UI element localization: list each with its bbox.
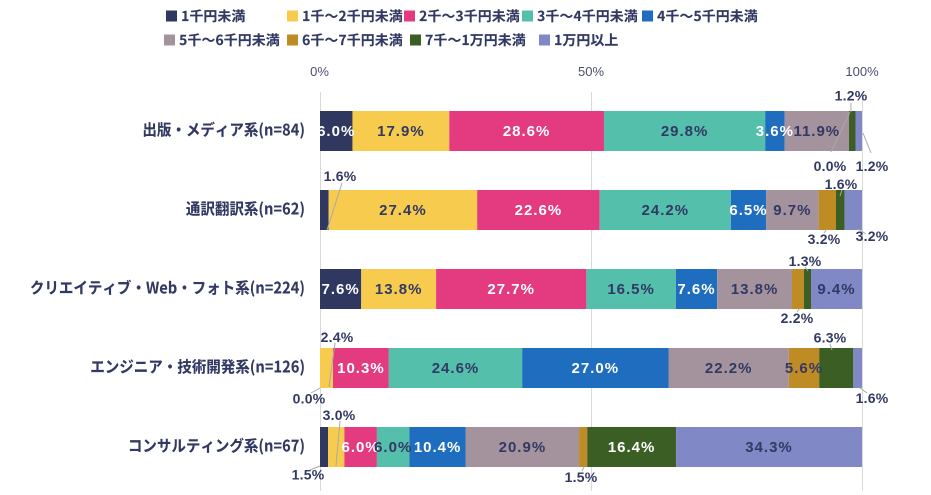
svg-text:2.4%: 2.4% <box>321 329 354 345</box>
svg-text:1.6%: 1.6% <box>856 390 889 406</box>
svg-text:28.6%: 28.6% <box>503 123 551 140</box>
svg-text:7.6%: 7.6% <box>677 281 715 298</box>
svg-text:16.5%: 16.5% <box>607 281 655 298</box>
svg-text:1.5%: 1.5% <box>565 469 598 485</box>
svg-text:1.6%: 1.6% <box>825 176 858 192</box>
svg-text:0.0%: 0.0% <box>814 158 847 174</box>
svg-text:3.2%: 3.2% <box>856 228 889 244</box>
svg-text:100%: 100% <box>845 64 879 79</box>
svg-text:10.3%: 10.3% <box>337 360 385 377</box>
svg-text:1.6%: 1.6% <box>324 168 357 184</box>
svg-text:24.6%: 24.6% <box>432 360 480 377</box>
svg-text:1.5%: 1.5% <box>292 467 325 483</box>
svg-text:0.0%: 0.0% <box>293 391 326 407</box>
svg-text:13.8%: 13.8% <box>731 281 779 298</box>
svg-text:9.7%: 9.7% <box>773 202 811 219</box>
svg-text:29.8%: 29.8% <box>661 123 709 140</box>
svg-text:50%: 50% <box>578 64 604 79</box>
svg-text:3.2%: 3.2% <box>808 231 841 247</box>
svg-text:6.5%: 6.5% <box>729 202 767 219</box>
svg-text:17.9%: 17.9% <box>377 123 425 140</box>
svg-text:6.0%: 6.0% <box>317 123 355 140</box>
svg-text:20.9%: 20.9% <box>499 439 547 456</box>
svg-text:5.6%: 5.6% <box>785 360 823 377</box>
svg-text:6.0%: 6.0% <box>341 439 379 456</box>
svg-text:24.2%: 24.2% <box>642 202 690 219</box>
svg-text:6.3%: 6.3% <box>814 330 847 346</box>
svg-text:1.2%: 1.2% <box>835 88 868 104</box>
svg-text:6.0%: 6.0% <box>374 439 412 456</box>
svg-text:7.6%: 7.6% <box>321 281 359 298</box>
svg-text:1.2%: 1.2% <box>856 158 889 174</box>
svg-text:10.4%: 10.4% <box>414 439 462 456</box>
svg-text:9.4%: 9.4% <box>817 281 855 298</box>
svg-text:27.0%: 27.0% <box>572 360 620 377</box>
svg-text:1.3%: 1.3% <box>789 253 822 269</box>
svg-text:13.8%: 13.8% <box>375 281 423 298</box>
svg-text:22.6%: 22.6% <box>515 202 563 219</box>
svg-text:27.4%: 27.4% <box>379 202 427 219</box>
svg-text:3.6%: 3.6% <box>756 123 794 140</box>
svg-text:16.4%: 16.4% <box>608 439 656 456</box>
svg-text:34.3%: 34.3% <box>745 439 793 456</box>
svg-text:2.2%: 2.2% <box>781 310 814 326</box>
svg-text:11.9%: 11.9% <box>793 123 840 140</box>
svg-text:22.2%: 22.2% <box>705 360 753 377</box>
svg-text:27.7%: 27.7% <box>487 281 535 298</box>
svg-text:0%: 0% <box>310 64 329 79</box>
svg-text:3.0%: 3.0% <box>323 407 356 423</box>
